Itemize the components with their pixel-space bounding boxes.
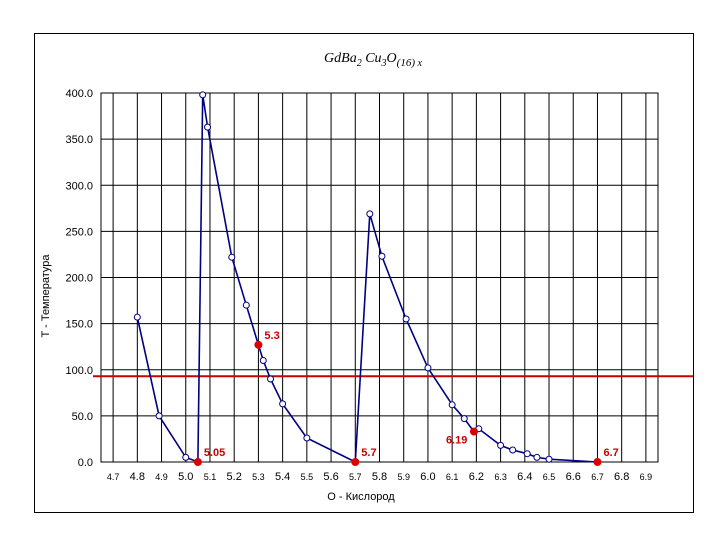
x-tick-label: 5.1 <box>204 472 217 482</box>
x-tick-label: 6.0 <box>420 471 435 483</box>
x-tick-label: 6.7 <box>591 472 604 482</box>
x-tick-label: 5.8 <box>372 471 387 483</box>
x-tick-label: 6.9 <box>640 472 653 482</box>
x-tick-label: 6.3 <box>494 472 507 482</box>
y-tick-label: 350.0 <box>65 134 93 146</box>
highlight-label: 5.05 <box>204 447 225 459</box>
y-tick-label: 250.0 <box>65 226 93 238</box>
x-tick-label: 6.8 <box>614 471 629 483</box>
y-tick-label: 200.0 <box>65 273 93 285</box>
y-tick-label: 400.0 <box>65 88 93 100</box>
x-tick-label: 6.6 <box>566 471 581 483</box>
series-line-group <box>136 94 598 464</box>
data-point <box>303 434 311 442</box>
x-tick-label: 5.4 <box>275 471 290 483</box>
y-axis-label: T - Температура <box>40 254 52 338</box>
chart-title: GdBa2 Cu3O(16) x <box>324 51 422 69</box>
chart-svg: 5.05 5.3 5.7 6.19 6.7 0.0 50.0 100.0 150.0 200.0… <box>40 51 693 503</box>
data-point <box>199 91 207 99</box>
y-tick-label: 100.0 <box>65 365 93 377</box>
x-tick-labels: 4.7 4.8 4.9 5.0 5.1 5.2 5.3 5.4 5.5 5.6 5.7 5.8 5.9 6… <box>107 471 652 483</box>
highlight-point <box>469 427 478 436</box>
data-point <box>155 412 163 420</box>
data-point <box>545 455 553 463</box>
data-point <box>497 441 505 449</box>
x-tick-label: 5.0 <box>178 471 193 483</box>
highlight-label: 6.7 <box>603 447 618 459</box>
grid <box>100 92 659 463</box>
x-axis-label: O - Кислород <box>327 491 395 503</box>
highlight-label: 6.19 <box>446 435 467 447</box>
data-point <box>460 415 468 423</box>
x-tick-label: 5.9 <box>397 472 410 482</box>
data-point <box>424 364 432 372</box>
data-point <box>509 446 517 454</box>
highlight-label: 5.7 <box>361 447 376 459</box>
x-tick-label: 5.5 <box>301 472 314 482</box>
series-line <box>136 94 598 464</box>
data-point <box>402 315 410 323</box>
y-tick-label: 50.0 <box>72 411 93 423</box>
data-point <box>533 453 541 461</box>
y-tick-label: 150.0 <box>65 319 93 331</box>
data-point <box>523 450 531 458</box>
chart-frame: 5.05 5.3 5.7 6.19 6.7 0.0 50.0 100.0 150.0 200.0… <box>34 33 694 513</box>
data-point <box>133 313 141 321</box>
x-tick-label: 6.2 <box>469 471 484 483</box>
y-tick-label: 0.0 <box>78 457 93 469</box>
x-tick-label: 6.1 <box>446 472 459 482</box>
highlight-point <box>254 340 263 349</box>
highlight-point <box>593 458 602 466</box>
x-tick-label: 5.7 <box>349 472 362 482</box>
data-point <box>366 210 374 218</box>
data-point <box>259 357 267 365</box>
x-tick-label: 6.5 <box>543 472 556 482</box>
plot-border <box>100 92 659 463</box>
x-tick-label: 4.7 <box>107 472 120 482</box>
highlight-point <box>351 458 360 466</box>
x-tick-label: 6.4 <box>517 471 532 483</box>
x-tick-label: 5.6 <box>323 471 338 483</box>
highlight-markers: 5.05 5.3 5.7 6.19 6.7 <box>193 330 619 466</box>
y-tick-labels: 0.0 50.0 100.0 150.0 200.0 250.0 300.0 350.0 400… <box>65 88 93 469</box>
x-tick-label: 4.9 <box>155 472 168 482</box>
x-tick-label: 5.3 <box>252 472 265 482</box>
y-tick-label: 300.0 <box>65 180 93 192</box>
data-point <box>378 252 386 260</box>
data-point <box>279 400 287 408</box>
data-point <box>448 401 456 409</box>
highlight-point <box>193 458 202 466</box>
highlight-label: 5.3 <box>264 330 279 342</box>
markers <box>133 91 553 463</box>
x-tick-label: 4.8 <box>130 471 145 483</box>
data-point <box>182 453 190 461</box>
x-tick-label: 5.2 <box>227 471 242 483</box>
data-point <box>204 123 212 131</box>
data-point <box>242 301 250 309</box>
data-point <box>267 375 275 383</box>
data-point <box>228 253 236 261</box>
